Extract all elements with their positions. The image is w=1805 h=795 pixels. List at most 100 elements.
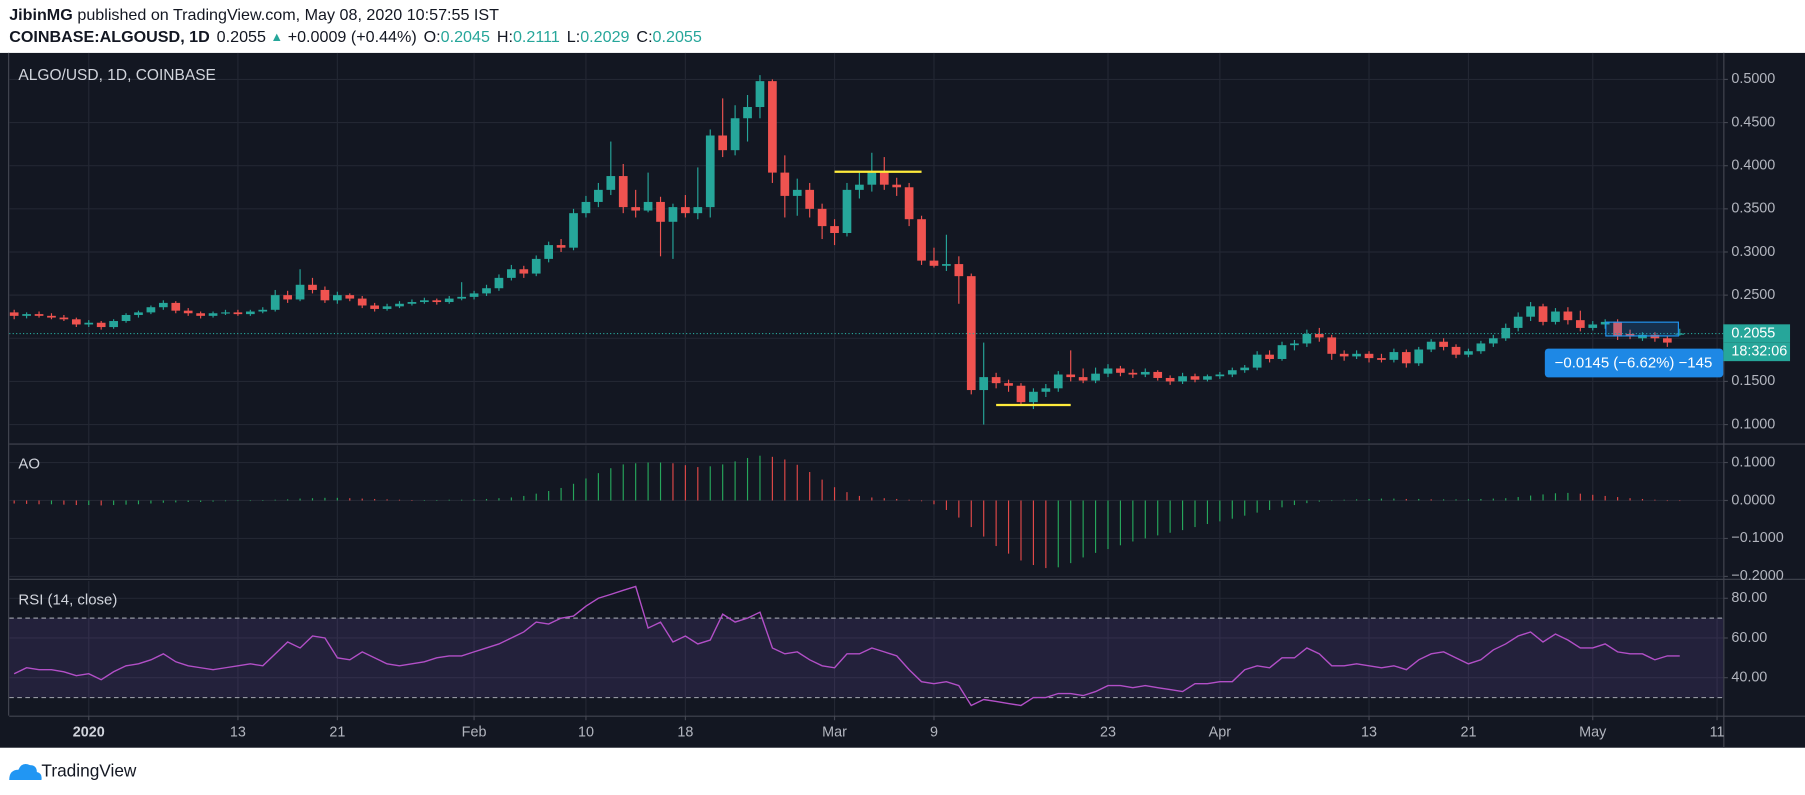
ao-bar [1256, 500, 1258, 513]
candle-body [581, 201, 591, 214]
candle-body [1364, 353, 1374, 359]
ao-bar [75, 500, 77, 506]
ao-bar [1530, 495, 1532, 501]
candle-body [382, 306, 392, 309]
ao-bar [1007, 500, 1010, 554]
ao-bar [833, 487, 836, 501]
candle-body [1128, 372, 1138, 375]
last-price: 0.2055 [217, 28, 266, 46]
ao-bar [262, 500, 264, 501]
candle-body [283, 295, 292, 300]
ao-bar [485, 498, 488, 501]
candle-body [618, 176, 628, 208]
pane [9, 52, 1724, 443]
ao-bar [659, 462, 662, 501]
candle-body [84, 322, 94, 325]
y-tick-label: 0.1000 [1731, 416, 1775, 432]
ao-bar [224, 500, 227, 502]
brand: TradingView [41, 761, 136, 781]
ao-bar [572, 483, 575, 501]
ao-bar [274, 499, 276, 501]
candle-body [507, 269, 516, 278]
ao-bar [821, 479, 823, 501]
ao-bar [411, 500, 413, 501]
countdown: 18:32:06 [1731, 344, 1787, 360]
ao-bar [1045, 500, 1047, 569]
ao-bar [398, 499, 401, 501]
x-tick-label: Mar [822, 725, 847, 741]
ao-bar [436, 500, 438, 501]
ao-bar [746, 457, 749, 501]
candle-body [979, 377, 989, 391]
low-value: 0.2029 [580, 28, 629, 46]
candle-body [71, 319, 81, 325]
ao-bar [1430, 499, 1432, 501]
candle-body [991, 377, 1001, 384]
candle-body [1302, 333, 1312, 344]
candle-body [1140, 371, 1150, 375]
candle-body [494, 277, 504, 289]
candle-body [420, 300, 429, 303]
y-tick-label: 0.4000 [1731, 158, 1775, 174]
ao-bar [200, 500, 202, 503]
candle-body [942, 264, 951, 266]
x-tick-label: 13 [230, 725, 246, 741]
candle-body [395, 303, 404, 307]
ao-bar [336, 497, 338, 501]
ao-bar [1517, 497, 1519, 501]
candle-body [1165, 377, 1175, 382]
candle-body [805, 189, 815, 209]
candle-body [668, 207, 678, 222]
candle-body [1439, 341, 1448, 347]
ao-bar [1492, 498, 1494, 501]
ao-bar [585, 478, 587, 501]
ao-bar [908, 499, 910, 501]
candle-body [233, 312, 243, 315]
candle-body [59, 317, 69, 320]
x-tick-label: 21 [329, 725, 345, 741]
pane [9, 581, 1724, 716]
ao-bar [896, 498, 898, 501]
candle-body [183, 310, 193, 314]
ao-bar [324, 497, 326, 501]
candle-body [320, 289, 330, 301]
candle-body [34, 314, 44, 316]
ao-bar [125, 500, 127, 505]
ao-bar [1542, 494, 1544, 501]
candle-body [109, 321, 118, 328]
candle-body [1116, 368, 1125, 373]
candle-body [1053, 374, 1063, 389]
y-tick-label: 0.3000 [1731, 244, 1775, 260]
ao-bar [1356, 499, 1358, 501]
ao-bar [1567, 492, 1569, 501]
candle-body [1575, 320, 1585, 328]
ao-bar [622, 464, 624, 501]
candle-body [1675, 333, 1685, 335]
y-tick-label: 0.5000 [1731, 71, 1775, 87]
candle-body [544, 245, 554, 259]
ao-bar [1331, 500, 1333, 502]
measure-box [1605, 321, 1679, 337]
candle-body [1650, 334, 1660, 339]
candle-body [9, 312, 19, 316]
ao-bar [1480, 498, 1482, 501]
ao-bar [1107, 500, 1109, 550]
ao-bar [560, 487, 562, 501]
header-line-2: COINBASE:ALGOUSD, 1D 0.2055 ▲ +0.0009 (+0.4… [9, 28, 702, 46]
candle-body [954, 264, 964, 277]
ao-bar [970, 500, 972, 528]
ao-bar [1181, 500, 1184, 531]
candle-body [482, 288, 491, 294]
candle-body [867, 172, 877, 185]
candle-body [1451, 346, 1461, 355]
candle-body [295, 284, 305, 300]
candle-body [1339, 353, 1349, 357]
candle-body [718, 135, 728, 151]
candle-body [345, 295, 355, 299]
ao-bar [647, 462, 649, 501]
ao-bar [1380, 498, 1383, 501]
ao-bar [1443, 499, 1445, 501]
candle-body [1240, 367, 1250, 371]
ao-bar [88, 500, 90, 506]
high-label: H: [497, 28, 513, 46]
